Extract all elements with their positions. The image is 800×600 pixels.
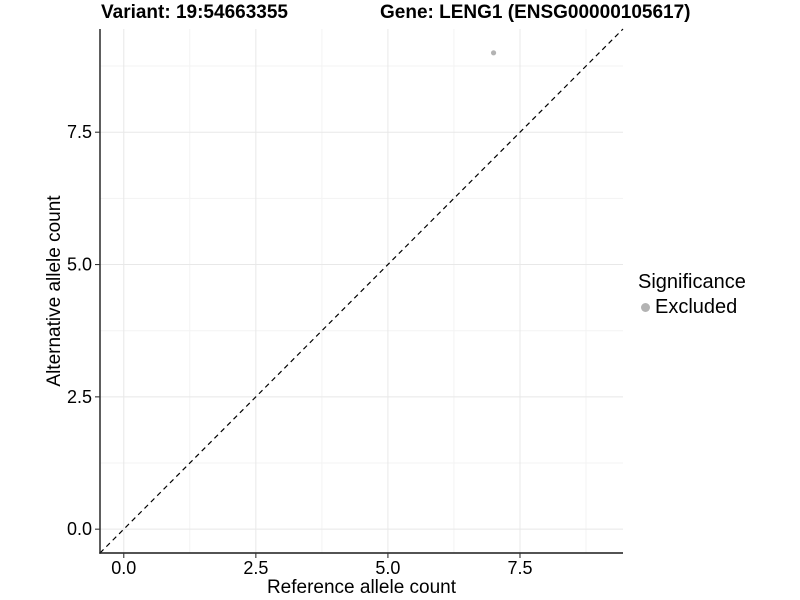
y-tick-label: 7.5 bbox=[67, 122, 92, 142]
y-tick-label: 2.5 bbox=[67, 387, 92, 407]
y-axis-title: Alternative allele count bbox=[44, 195, 65, 387]
y-tick-label: 5.0 bbox=[67, 255, 92, 275]
data-point bbox=[490, 50, 497, 56]
x-axis-title: Reference allele count bbox=[266, 577, 457, 598]
x-tick-label: 7.5 bbox=[507, 558, 532, 578]
identity-reference-line bbox=[99, 28, 624, 554]
legend-title: Significance bbox=[638, 271, 746, 293]
y-tick-label: 0.0 bbox=[67, 519, 92, 539]
plot-title-variant: Variant: 19:54663355 bbox=[101, 2, 288, 23]
legend-item-label: Excluded bbox=[655, 296, 738, 318]
excluded-point-icon bbox=[641, 303, 650, 312]
plot-title-gene: Gene: LENG1 (ENSG00000105617) bbox=[380, 2, 691, 23]
x-tick-label: 5.0 bbox=[375, 558, 400, 578]
legend: Significance Excluded bbox=[638, 271, 746, 319]
x-tick-label: 2.5 bbox=[243, 558, 268, 578]
legend-item-excluded: Excluded bbox=[638, 296, 746, 319]
x-tick-label: 0.0 bbox=[111, 558, 136, 578]
